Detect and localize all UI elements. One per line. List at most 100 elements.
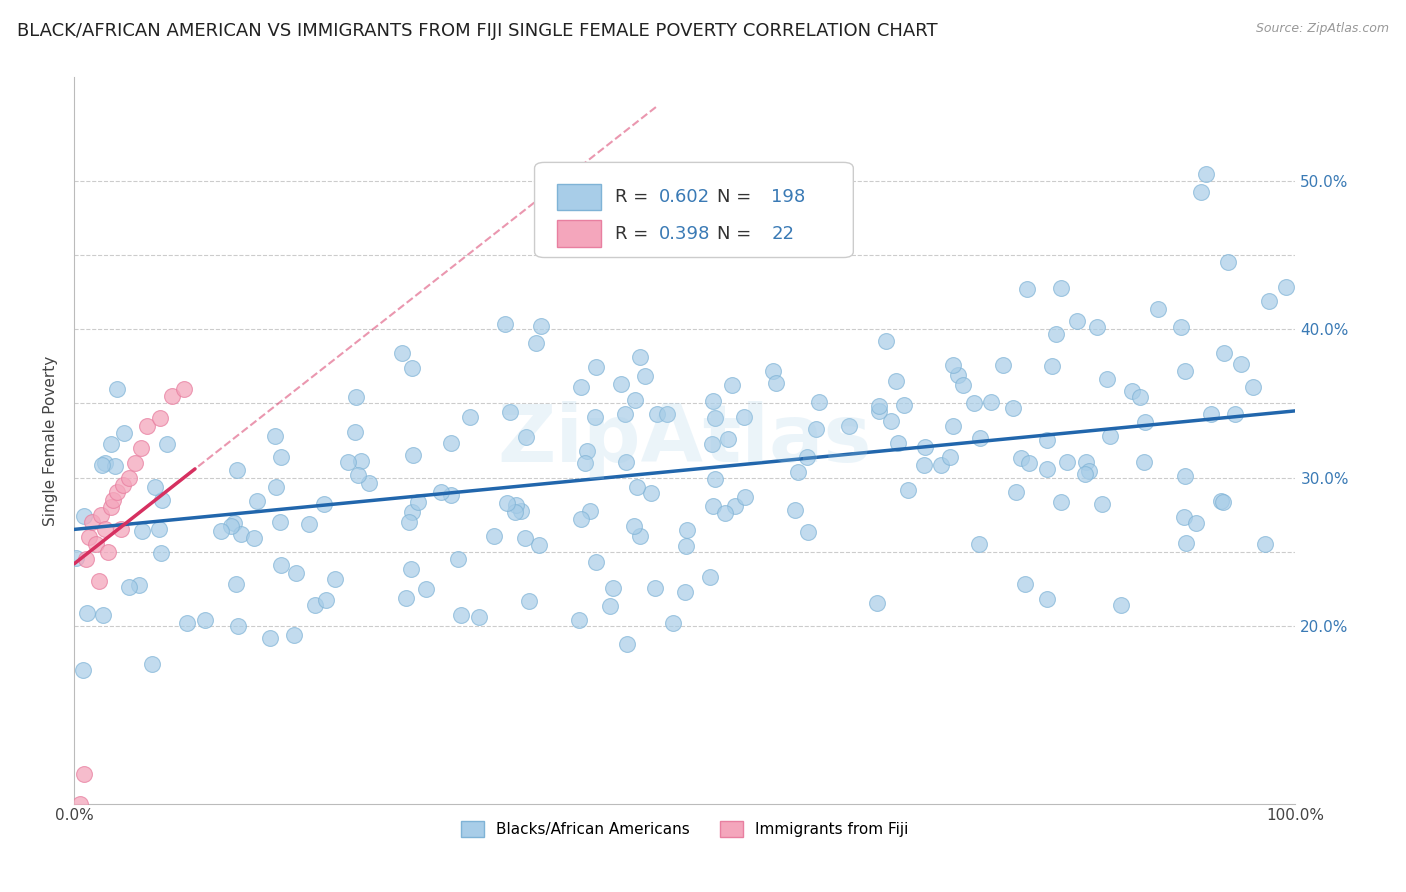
Point	[69, 797, 91, 811]
Point	[1189, 186, 1212, 200]
Point	[530, 318, 553, 333]
Point	[1170, 320, 1192, 334]
Point	[505, 498, 527, 512]
Text: 198: 198	[772, 188, 806, 206]
Point	[699, 570, 721, 584]
Point	[939, 450, 962, 464]
Point	[224, 516, 246, 530]
Point	[93, 456, 115, 470]
Point	[702, 393, 724, 408]
Point	[344, 425, 367, 439]
Point	[87, 574, 110, 589]
Point	[1074, 455, 1097, 469]
Point	[657, 407, 679, 421]
Point	[1056, 455, 1078, 469]
Point	[786, 465, 808, 479]
Point	[91, 458, 114, 472]
Point	[304, 598, 326, 612]
Point	[1218, 255, 1240, 269]
Point	[173, 382, 195, 396]
Text: N =: N =	[717, 188, 756, 206]
Point	[225, 576, 247, 591]
Point	[111, 478, 134, 492]
Point	[150, 493, 173, 508]
Point	[796, 524, 818, 539]
Point	[676, 523, 699, 537]
Point	[1005, 485, 1028, 500]
Point	[1091, 497, 1114, 511]
Point	[219, 519, 242, 533]
Point	[610, 377, 633, 392]
Point	[1099, 429, 1122, 443]
Point	[482, 528, 505, 542]
Point	[91, 607, 114, 622]
Point	[430, 484, 453, 499]
FancyBboxPatch shape	[557, 220, 600, 246]
Point	[1133, 415, 1156, 429]
Point	[406, 495, 429, 509]
Text: BLACK/AFRICAN AMERICAN VS IMMIGRANTS FROM FIJI SINGLE FEMALE POVERTY CORRELATION: BLACK/AFRICAN AMERICAN VS IMMIGRANTS FRO…	[17, 22, 938, 40]
Point	[105, 485, 128, 500]
Text: N =: N =	[717, 225, 756, 243]
Point	[616, 637, 638, 651]
Point	[599, 599, 621, 613]
Point	[628, 529, 651, 543]
Point	[576, 444, 599, 458]
Point	[118, 580, 141, 594]
Text: 0.398: 0.398	[659, 225, 710, 243]
Point	[1015, 282, 1038, 296]
Point	[415, 582, 437, 596]
Point	[1185, 516, 1208, 531]
Point	[628, 350, 651, 364]
Point	[969, 431, 991, 445]
Y-axis label: Single Female Poverty: Single Female Poverty	[44, 355, 58, 525]
Point	[264, 429, 287, 443]
Point	[284, 566, 307, 581]
Point	[401, 505, 423, 519]
Point	[460, 409, 482, 424]
Point	[884, 375, 907, 389]
Point	[1209, 493, 1232, 508]
Point	[90, 508, 112, 522]
Text: ZipAtlas: ZipAtlas	[498, 401, 872, 480]
Point	[626, 480, 648, 494]
Point	[65, 551, 87, 566]
Point	[733, 410, 755, 425]
Point	[323, 572, 346, 586]
Point	[176, 616, 198, 631]
Point	[100, 437, 122, 451]
Point	[440, 488, 463, 502]
Point	[104, 458, 127, 473]
Point	[246, 494, 269, 508]
Point	[131, 524, 153, 538]
Point	[128, 577, 150, 591]
Point	[259, 631, 281, 645]
Point	[675, 539, 697, 553]
Point	[991, 358, 1014, 372]
Point	[156, 437, 179, 451]
Point	[1257, 293, 1279, 308]
Point	[585, 555, 607, 569]
Point	[1213, 345, 1236, 359]
Point	[75, 552, 97, 566]
Point	[624, 392, 647, 407]
Text: Source: ZipAtlas.com: Source: ZipAtlas.com	[1256, 22, 1389, 36]
Point	[1066, 314, 1088, 328]
Text: R =: R =	[616, 188, 654, 206]
Point	[929, 458, 952, 472]
Point	[1275, 280, 1298, 294]
Point	[569, 380, 592, 394]
Point	[100, 500, 122, 515]
Point	[82, 515, 104, 529]
Point	[579, 504, 602, 518]
Point	[515, 531, 537, 545]
Point	[143, 480, 166, 494]
Point	[118, 470, 141, 484]
Point	[967, 537, 990, 551]
Point	[1036, 433, 1059, 447]
Point	[315, 593, 337, 607]
Point	[391, 346, 413, 360]
Point	[1175, 536, 1198, 550]
Point	[494, 317, 516, 331]
FancyBboxPatch shape	[557, 184, 600, 211]
